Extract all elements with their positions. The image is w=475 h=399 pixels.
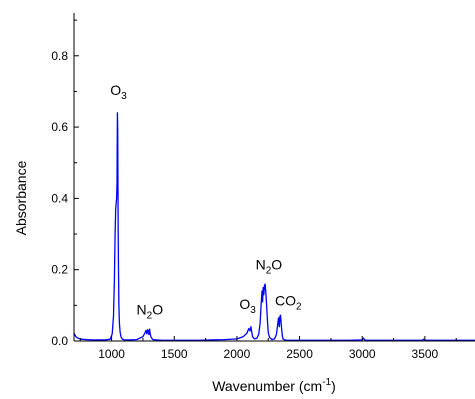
plot-area: [73, 112, 475, 341]
y-axis-title: Absorbance: [13, 160, 29, 235]
x-axis: 1000 1500 2000 2500 3000 3500: [74, 336, 475, 361]
peak-annotation: O3: [239, 296, 256, 316]
x-tick-label: 1000: [98, 347, 125, 361]
x-tick-label: 2500: [286, 347, 313, 361]
y-tick-label: 0.2: [51, 263, 68, 277]
y-tick-label: 0.8: [51, 49, 68, 63]
x-axis-title: Wavenumber (cm-1): [212, 377, 336, 394]
spectrum-line: [73, 112, 475, 341]
x-tick-label: 3500: [412, 347, 439, 361]
peak-annotation: O3: [110, 82, 127, 102]
y-tick-label: 0.4: [51, 191, 68, 205]
y-axis: 0.0 0.2 0.4 0.6 0.8: [51, 13, 79, 348]
x-tick-label: 3000: [349, 347, 376, 361]
x-tick-label: 2000: [224, 347, 251, 361]
y-tick-label: 0.0: [51, 334, 68, 348]
y-tick-label: 0.6: [51, 120, 68, 134]
peak-annotation: CO2: [275, 292, 302, 312]
x-tick-label: 1500: [161, 347, 188, 361]
peak-annotation: N2O: [256, 257, 283, 277]
peak-annotation: N2O: [137, 301, 164, 321]
